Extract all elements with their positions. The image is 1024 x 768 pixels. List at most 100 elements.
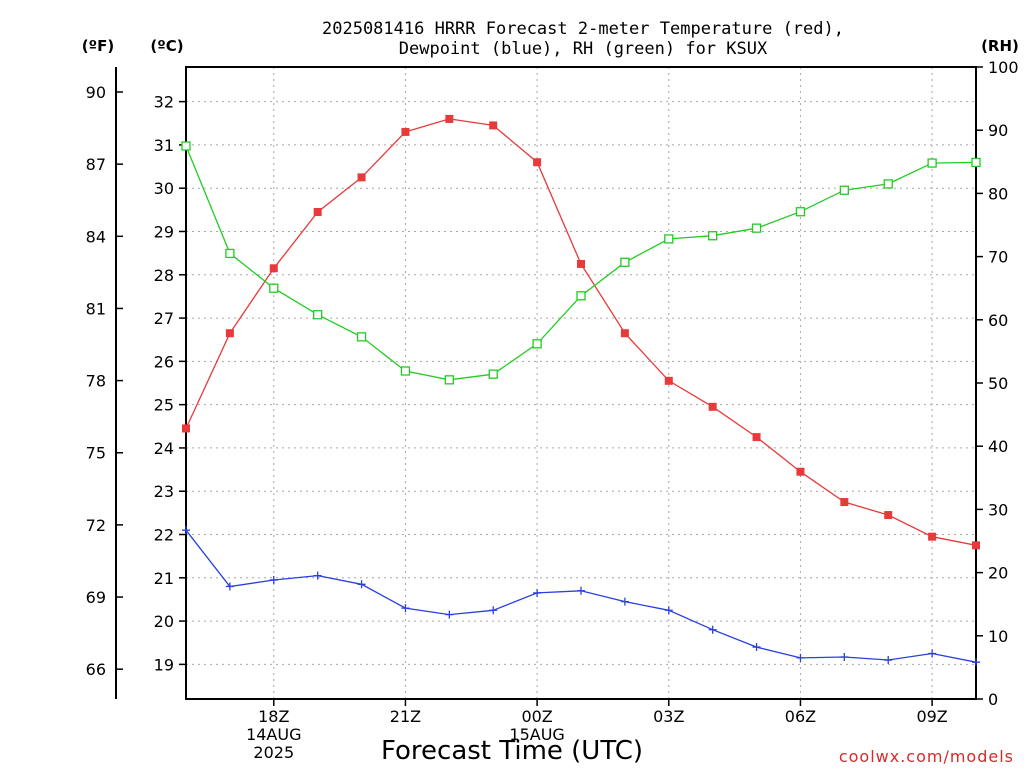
fahrenheit-tick-label: 72 <box>86 516 106 535</box>
rh-tick-label: 90 <box>988 121 1008 140</box>
celsius-tick-label: 25 <box>154 396 174 415</box>
plot-frame <box>185 66 977 700</box>
rh-point <box>883 179 893 189</box>
temperature-line <box>185 118 977 546</box>
dewpoint-point <box>489 606 498 615</box>
celsius-tick-label: 21 <box>154 569 174 588</box>
rh-point <box>181 141 191 151</box>
chart-title: 2025081416 HRRR Forecast 2-meter Tempera… <box>322 19 844 59</box>
fahrenheit-axis: 66 69 72 75 78 81 84 87 90 <box>86 83 123 679</box>
rh-point <box>400 366 411 376</box>
temperature-point <box>840 498 849 507</box>
x-axis-label: Forecast Time (UTC) <box>381 736 643 766</box>
temperature-point <box>182 424 190 433</box>
dewpoint-point <box>796 653 805 662</box>
rh-point <box>971 157 981 168</box>
dewpoint-point <box>620 597 629 606</box>
rh-tick-label: 100 <box>988 58 1019 77</box>
temperature-point <box>269 264 278 273</box>
celsius-tick-label: 22 <box>154 526 174 545</box>
rh-tick-label: 80 <box>988 184 1008 203</box>
watermark: coolwx.com/models <box>839 747 1014 766</box>
dewpoint-point <box>357 580 366 589</box>
temperature-point <box>796 467 805 476</box>
dewpoint-line <box>185 529 977 663</box>
celsius-tick-label: 20 <box>154 612 174 631</box>
celsius-tick-label: 23 <box>154 482 174 501</box>
rh-point <box>313 310 323 320</box>
temperature-point <box>225 329 234 338</box>
dewpoint-point <box>928 649 937 658</box>
rh-point <box>839 185 849 195</box>
dewpoint-point <box>445 610 454 619</box>
rh-tick-label: 30 <box>988 500 1008 519</box>
dewpoint-point <box>708 625 717 634</box>
time-tick-label: 03Z <box>653 707 684 726</box>
dewpoint-point <box>225 582 234 591</box>
time-tick-label: 21Z <box>390 707 421 726</box>
temperature-point <box>445 114 454 123</box>
celsius-tick-label: 30 <box>154 179 174 198</box>
dewpoint-point <box>577 586 585 595</box>
rh-point <box>795 207 806 217</box>
temperature-point <box>884 511 893 520</box>
fahrenheit-tick-label: 84 <box>86 227 106 246</box>
chart-title-line-2: Dewpoint (blue), RH (green) for KSUX <box>399 39 768 59</box>
temperature-point <box>664 376 673 385</box>
rh-point <box>488 369 498 379</box>
time-tick-label: 00Z <box>521 707 552 726</box>
temperature-point <box>313 208 322 217</box>
temperature-point <box>357 173 366 182</box>
celsius-tick-label: 28 <box>154 266 174 285</box>
dewpoint-point <box>664 606 673 615</box>
celsius-tick-label: 26 <box>154 352 174 371</box>
fahrenheit-tick-label: 66 <box>86 660 106 679</box>
celsius-tick-label: 29 <box>154 222 174 241</box>
temperature-point <box>620 329 629 338</box>
rh-tick-label: 50 <box>988 374 1008 393</box>
rh-point <box>620 257 630 267</box>
rh-tick-label: 70 <box>988 248 1008 267</box>
dewpoint-point <box>972 658 980 667</box>
celsius-axis: 19 20 21 22 23 24 25 26 27 28 29 30 31 32 <box>154 93 186 674</box>
rh-tick-label: 60 <box>988 311 1008 330</box>
dewpoint-point <box>401 604 410 613</box>
dewpoint-point <box>840 653 849 662</box>
rh-point <box>532 339 542 349</box>
temperature-point <box>752 433 761 442</box>
rh-point <box>708 231 718 241</box>
fahrenheit-tick-label: 78 <box>86 372 106 391</box>
fahrenheit-tick-label: 75 <box>86 444 106 463</box>
fahrenheit-tick-label: 69 <box>86 588 106 607</box>
temperature-point <box>972 541 980 550</box>
celsius-tick-label: 24 <box>154 439 174 458</box>
celsius-tick-label: 27 <box>154 309 174 328</box>
rh-tick-label: 20 <box>988 564 1008 583</box>
dewpoint-point <box>182 526 190 535</box>
fahrenheit-tick-label: 81 <box>86 299 106 318</box>
dewpoint-point <box>752 643 761 652</box>
rh-axis: 0 10 20 30 40 50 60 70 80 90 100 <box>976 58 1019 709</box>
rh-unit-label: (RH) <box>981 37 1019 55</box>
rh-tick-label: 40 <box>988 437 1008 456</box>
fahrenheit-tick-label: 87 <box>86 155 106 174</box>
temperature-point <box>708 402 717 411</box>
rh-point <box>664 234 674 244</box>
time-tick-label: 18Z <box>258 707 289 726</box>
rh-point <box>356 332 367 342</box>
temperature-point <box>928 532 937 541</box>
rh-point <box>576 291 586 301</box>
celsius-tick-label: 19 <box>154 655 174 674</box>
dewpoint-point <box>269 575 278 584</box>
temperature-point <box>533 158 542 167</box>
series-layer <box>181 114 981 667</box>
rh-point <box>927 158 937 168</box>
temperature-point <box>577 259 585 268</box>
celsius-tick-label: 32 <box>154 93 174 112</box>
chart-grid <box>186 67 976 699</box>
celsius-unit-label: (ºC) <box>150 37 183 55</box>
temperature-point <box>489 121 498 130</box>
rh-series <box>181 141 981 385</box>
